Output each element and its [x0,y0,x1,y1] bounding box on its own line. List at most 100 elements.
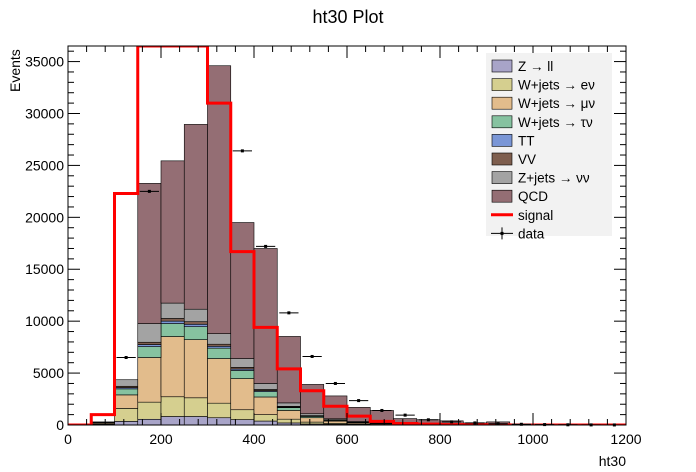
bar-0-4 [160,416,185,426]
data-point-18 [488,422,508,426]
legend: Z → ll W+jets → eν W+jets → μν W+jets → τν T… [486,53,612,241]
bar-0-2 [114,421,139,426]
bar-5-3 [137,341,162,345]
bar-2-7 [230,378,255,411]
data-point-13 [372,408,392,412]
bar-6-9 [276,402,301,407]
bar-0-6 [207,417,232,426]
bar-5-6 [207,343,232,347]
legend-label-6: Z+jets → νν [518,171,590,186]
legend-entry-4: TT [491,133,535,148]
x-tick-label-6: 1200 [610,431,641,447]
bar-0-3 [137,418,162,426]
chart-title: ht30 Plot [312,7,383,27]
bar-0-7 [230,419,255,426]
bar-7-8 [253,248,278,384]
y-axis-label: Events [7,49,23,92]
bar-1-9 [276,418,301,424]
legend-entry-8: signal [491,208,553,223]
legend-entry-9: data [491,226,545,241]
bar-1-4 [160,396,185,417]
legend-label-8: signal [518,208,553,223]
y-tick-label-5: 25000 [25,157,64,173]
axes: 0 200 400 600 800 1000 1200 0 5000 10000 15000 2000… [25,45,642,447]
bar-3-3 [137,346,162,358]
bar-3-2 [114,388,139,396]
bar-6-5 [183,308,208,322]
bar-0-5 [183,416,208,426]
legend-entry-6: Z+jets → νν [491,171,590,186]
bar-1-2 [114,408,139,422]
data-point-15 [418,418,438,422]
bar-3-9 [276,407,301,411]
bar-6-2 [114,379,139,387]
bar-7-4 [160,160,185,304]
bar-5-4 [160,318,185,322]
bar-1-7 [230,409,255,420]
bar-7-7 [230,222,255,359]
legend-label-3: W+jets → τν [518,115,593,130]
y-tick-label-2: 10000 [25,313,64,329]
bar-3-6 [207,347,232,359]
data-point-19 [511,422,531,426]
x-tick-label-4: 800 [428,431,452,447]
bar-4-5 [183,323,208,327]
y-tick-label-6: 30000 [25,105,64,121]
series-1 [90,396,534,426]
bar-7-10 [300,384,325,415]
x-axis-label: ht30 [599,453,626,469]
data-point-3 [139,189,159,193]
bar-2-9 [276,410,301,420]
bar-6-4 [160,302,185,319]
bar-1-5 [183,397,208,417]
series-7 [137,65,534,426]
bar-5-5 [183,321,208,325]
x-tick-label-1: 200 [149,431,173,447]
data-point-2 [116,356,136,360]
data-point-12 [349,399,369,403]
bar-3-7 [230,370,255,379]
legend-label-1: W+jets → eν [518,78,595,93]
legend-entry-7: QCD [491,189,548,204]
bar-2-6 [207,358,232,404]
bar-3-4 [160,323,185,337]
bar-2-4 [160,336,185,398]
data-point-10 [302,354,322,358]
data-point-16 [442,420,462,424]
bar-7-12 [346,407,371,422]
bar-2-2 [114,394,139,409]
data-point-11 [325,381,345,385]
y-tick-label-7: 35000 [25,54,64,70]
bar-4-4 [160,320,185,324]
bar-7-5 [183,124,208,310]
legend-label-5: VV [518,152,536,167]
data-point-17 [465,421,485,425]
data-point-7 [232,149,252,153]
bar-0-8 [253,420,278,426]
legend-label-9: data [518,226,545,241]
x-tick-label-5: 1000 [517,431,548,447]
legend-entry-1: W+jets → eν [491,78,595,93]
data-point-14 [395,413,415,417]
y-tick-label-4: 20000 [25,209,64,225]
bar-6-1 [90,421,115,423]
bar-2-10 [300,417,325,423]
bar-6-7 [230,358,255,368]
legend-entry-3: W+jets → τν [491,115,593,130]
bar-6-8 [253,383,278,390]
x-tick-label-2: 400 [242,431,266,447]
series-2 [90,336,557,426]
data-point-8 [256,244,276,248]
legend-entry-5: VV [491,152,536,167]
y-tick-label-0: 0 [56,417,64,433]
legend-label-2: W+jets → μν [518,96,595,111]
legend-label-0: Z → ll [518,59,553,74]
legend-label-4: TT [518,133,535,148]
y-tick-label-3: 15000 [25,261,64,277]
bar-2-3 [137,357,162,403]
bar-3-5 [183,326,208,340]
legend-label-7: QCD [518,189,548,204]
legend-entry-2: W+jets → μν [491,96,595,111]
bar-7-3 [137,183,162,324]
